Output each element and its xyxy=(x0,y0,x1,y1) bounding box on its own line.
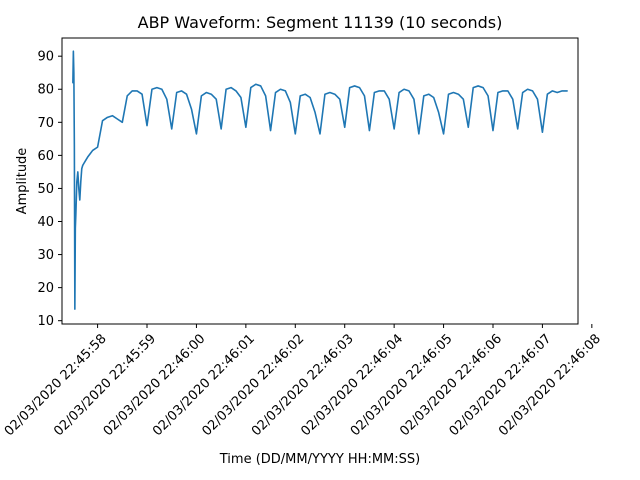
y-tick-label: 60 xyxy=(37,149,54,164)
x-axis-label: Time (DD/MM/YYYY HH:MM:SS) xyxy=(219,452,420,467)
plot-area xyxy=(62,38,578,324)
y-tick-label: 80 xyxy=(37,83,54,98)
y-tick-label: 20 xyxy=(37,281,54,296)
y-tick-label: 50 xyxy=(37,182,54,197)
y-tick-label: 70 xyxy=(37,116,54,131)
y-axis-label: Amplitude xyxy=(15,148,30,215)
y-tick-label: 10 xyxy=(37,314,54,329)
y-tick-label: 30 xyxy=(37,248,54,263)
y-tick-label: 40 xyxy=(37,215,54,230)
chart-title: ABP Waveform: Segment 11139 (10 seconds) xyxy=(138,13,503,32)
plot-frame xyxy=(61,37,579,325)
y-axis-ticks: 10 20 30 40 50 60 70 80 90 xyxy=(37,50,62,329)
y-tick-label: 90 xyxy=(37,50,54,65)
waveform-line xyxy=(72,50,568,310)
